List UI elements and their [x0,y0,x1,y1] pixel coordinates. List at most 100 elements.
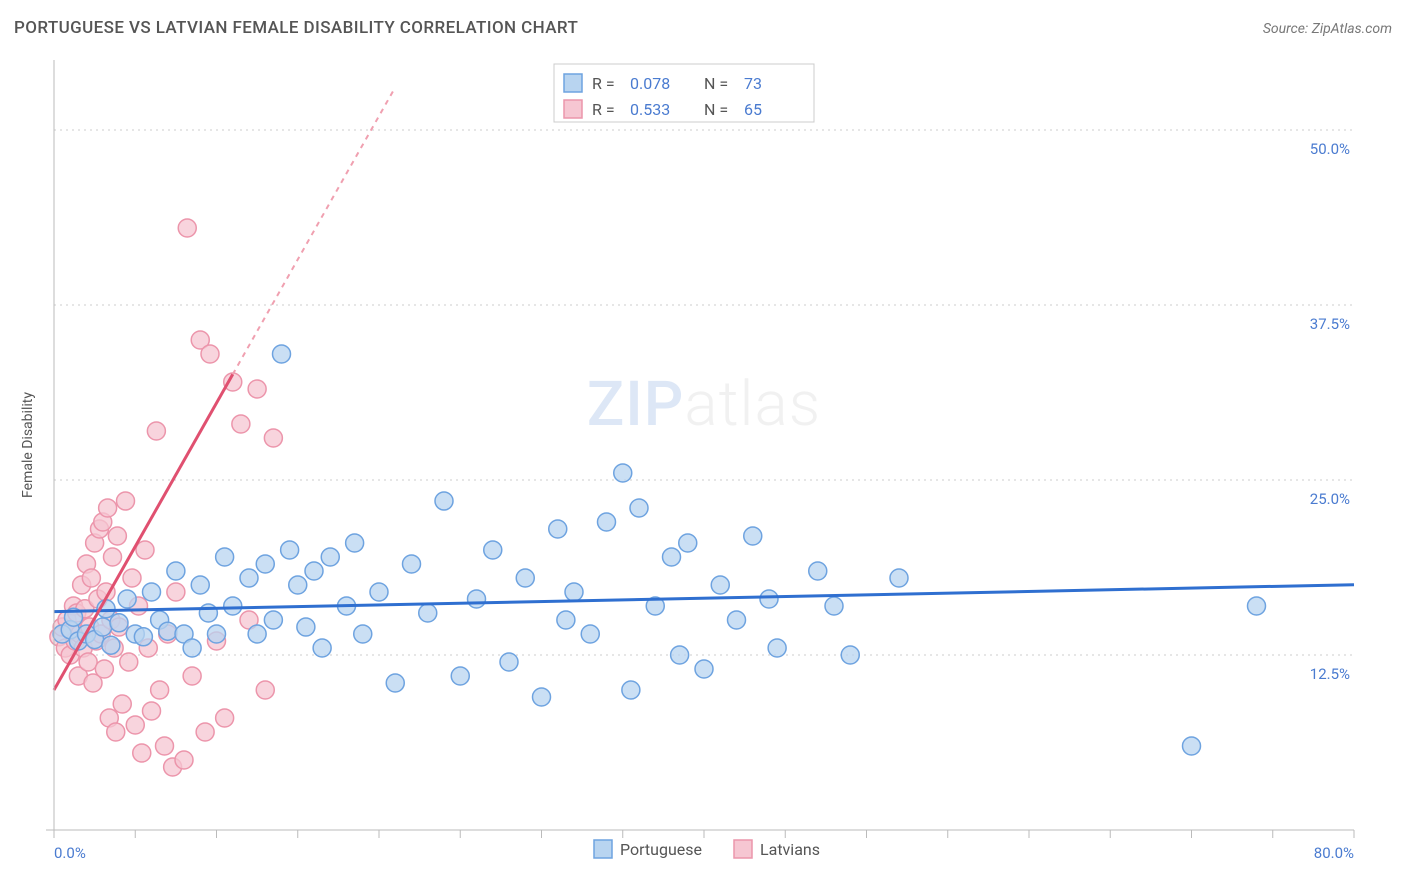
portuguese-point [248,625,266,643]
portuguese-point [159,622,177,640]
latvian-point [79,653,97,671]
latvian-point [104,548,122,566]
portuguese-point [256,555,274,573]
chart-container: 12.5%25.0%37.5%50.0%ZIPatlas0.0%80.0%Fem… [14,50,1392,882]
correlation-scatter-chart: 12.5%25.0%37.5%50.0%ZIPatlas0.0%80.0%Fem… [14,50,1392,882]
latvian-point [216,709,234,727]
portuguese-point [216,548,234,566]
latvian-point [201,345,219,363]
latvian-point [126,716,144,734]
portuguese-point [346,534,364,552]
portuguese-point [313,639,331,657]
portuguese-point [630,499,648,517]
y-tick-label: 37.5% [1310,315,1350,333]
source-value: ZipAtlas.com [1312,21,1392,37]
stats-swatch [564,74,582,92]
portuguese-point [321,548,339,566]
latvian-point [99,499,117,517]
legend-label: Latvians [760,840,820,859]
portuguese-point [484,541,502,559]
y-tick-label: 12.5% [1310,665,1350,683]
portuguese-point [598,513,616,531]
portuguese-point [533,688,551,706]
latvian-point [136,541,154,559]
latvian-point [156,737,174,755]
portuguese-point [728,611,746,629]
chart-title: PORTUGUESE VS LATVIAN FEMALE DISABILITY … [14,18,578,38]
portuguese-point [1248,597,1266,615]
latvian-point [120,653,138,671]
portuguese-trendline [54,585,1354,612]
latvian-point [113,695,131,713]
latvian-point [143,702,161,720]
chart-source: Source: ZipAtlas.com [1263,21,1392,37]
latvian-point [133,744,151,762]
portuguese-point [581,625,599,643]
portuguese-point [354,625,372,643]
portuguese-point [1183,737,1201,755]
portuguese-point [768,639,786,657]
portuguese-point [305,562,323,580]
stats-swatch [564,100,582,118]
portuguese-point [663,548,681,566]
portuguese-point [403,555,421,573]
stats-n-value: 65 [744,100,762,119]
latvian-point [123,569,141,587]
stats-r-value: 0.533 [630,100,670,119]
stats-r-value: 0.078 [630,74,670,93]
latvian-point [82,569,100,587]
latvian-point [178,219,196,237]
latvian-point [256,681,274,699]
portuguese-point [273,345,291,363]
y-axis-label: Female Disability [20,392,36,498]
portuguese-point [199,604,217,622]
portuguese-point [451,667,469,685]
portuguese-point [516,569,534,587]
stats-n-label: N = [704,74,728,93]
portuguese-point [419,604,437,622]
y-tick-label: 25.0% [1310,490,1350,508]
portuguese-point [468,590,486,608]
legend-label: Portuguese [620,840,702,859]
portuguese-point [183,639,201,657]
portuguese-point [435,492,453,510]
stats-n-label: N = [704,100,728,119]
portuguese-point [208,625,226,643]
portuguese-point [240,569,258,587]
portuguese-point [557,611,575,629]
portuguese-point [890,569,908,587]
latvian-point [107,723,125,741]
portuguese-point [281,541,299,559]
portuguese-point [143,583,161,601]
latvian-point [175,751,193,769]
portuguese-point [614,464,632,482]
latvian-point [95,660,113,678]
portuguese-point [224,597,242,615]
portuguese-point [711,576,729,594]
portuguese-point [134,628,152,646]
portuguese-point [671,646,689,664]
portuguese-point [118,590,136,608]
watermark: ZIPatlas [587,368,821,441]
latvian-point [108,527,126,545]
portuguese-point [695,660,713,678]
portuguese-point [549,520,567,538]
portuguese-point [825,597,843,615]
portuguese-point [565,583,583,601]
portuguese-point [297,618,315,636]
portuguese-point [622,681,640,699]
portuguese-point [370,583,388,601]
latvian-point [196,723,214,741]
latvian-point [117,492,135,510]
latvian-point [248,380,266,398]
x-end-label: 80.0% [1314,844,1354,862]
portuguese-point [102,636,120,654]
stats-r-label: R = [592,74,615,93]
latvian-point [147,422,165,440]
source-label: Source: [1263,21,1308,37]
chart-header: PORTUGUESE VS LATVIAN FEMALE DISABILITY … [14,18,1392,38]
portuguese-point [289,576,307,594]
portuguese-point [94,618,112,636]
portuguese-point [386,674,404,692]
portuguese-point [167,562,185,580]
